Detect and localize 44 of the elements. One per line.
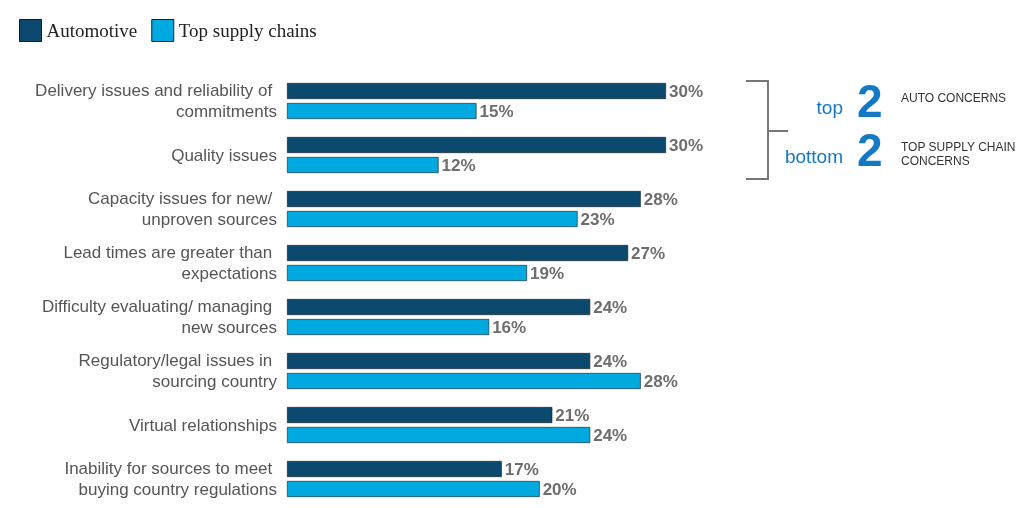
data-label: 16%: [492, 317, 527, 337]
data-label: 30%: [669, 135, 704, 155]
data-label: 12%: [441, 155, 476, 175]
data-label: 24%: [593, 297, 628, 317]
bar: [287, 211, 578, 227]
data-label: 28%: [643, 371, 678, 391]
data-label: 24%: [593, 351, 628, 371]
text: top 2 AUTO CONCERNS: [816, 75, 1007, 127]
bar: [287, 157, 439, 173]
data-label: 27%: [631, 243, 666, 263]
bar: [287, 427, 591, 443]
bar: [287, 137, 666, 153]
bar: [287, 265, 528, 281]
bar: [287, 407, 553, 423]
legend-label: Automotive: [46, 20, 138, 41]
bar: [287, 481, 540, 497]
data-label: 23%: [580, 209, 615, 229]
data-label: 17%: [504, 459, 539, 479]
y-tick-label: Inability for sources to meet buying country regulations: [64, 459, 277, 499]
bar: [287, 373, 641, 389]
data-label: 30%: [669, 81, 704, 101]
y-tick-label: Virtual relationships: [128, 415, 277, 435]
bar: [287, 461, 502, 477]
data-label: 28%: [643, 189, 678, 209]
text: bottom 2 TOP SUPPLY CHAIN CONCERNS: [784, 124, 1019, 176]
y-tick-label: Quality issues: [171, 145, 277, 165]
legend-label: Top supply chains: [178, 20, 317, 41]
bar: [287, 245, 629, 261]
data-label: 19%: [530, 263, 565, 283]
data-label: 20%: [542, 479, 577, 499]
bar: [287, 191, 641, 207]
bar: [287, 299, 591, 315]
bar: [287, 103, 477, 119]
y-tick-label: Regulatory/legal issues in sourcing country: [78, 351, 278, 391]
data-label: 15%: [479, 101, 514, 121]
bar: [287, 319, 490, 335]
y-tick-label: Capacity issues for new/ unproven sources: [88, 189, 277, 229]
bar: [287, 353, 591, 369]
data-label: 21%: [555, 405, 590, 425]
bar: [287, 83, 666, 99]
y-tick-label: Delivery issues and reliability of commitments: [35, 81, 277, 121]
y-tick-label: Lead times are greater than expectations: [63, 243, 277, 283]
y-tick-label: Difficulty evaluating/ managing new sources: [42, 297, 277, 337]
data-label: 24%: [593, 425, 628, 445]
